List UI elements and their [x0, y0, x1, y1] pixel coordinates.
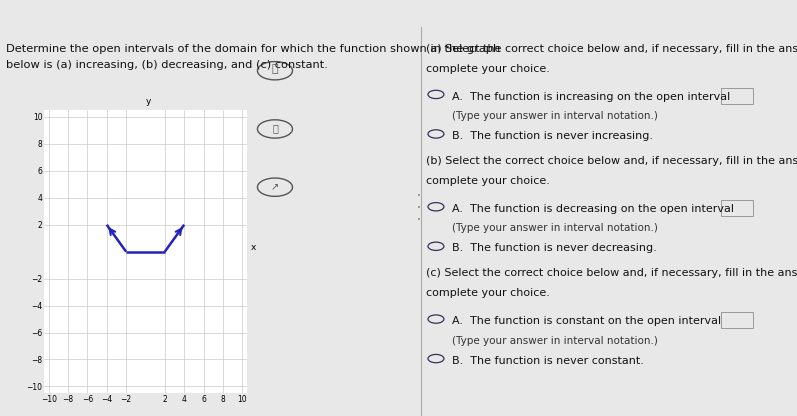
Text: below is (a) increasing, (b) decreasing, and (c) constant.: below is (a) increasing, (b) decreasing,…	[6, 60, 328, 70]
Text: (a) Select the correct choice below and, if necessary, fill in the answer box to: (a) Select the correct choice below and,…	[426, 44, 797, 54]
Text: complete your choice.: complete your choice.	[426, 176, 550, 186]
Text: ⌕: ⌕	[272, 123, 278, 133]
Text: y: y	[146, 97, 151, 106]
Text: x: x	[251, 243, 257, 252]
Text: A.  The function is constant on the open interval: A. The function is constant on the open …	[452, 316, 721, 326]
Text: •: •	[417, 193, 422, 198]
Text: complete your choice.: complete your choice.	[426, 64, 550, 74]
Text: B.  The function is never decreasing.: B. The function is never decreasing.	[452, 243, 657, 253]
Text: complete your choice.: complete your choice.	[426, 288, 550, 298]
Text: B.  The function is never increasing.: B. The function is never increasing.	[452, 131, 653, 141]
Text: (Type your answer in interval notation.): (Type your answer in interval notation.)	[452, 336, 658, 346]
Text: ⌕: ⌕	[272, 64, 278, 74]
Text: ↗: ↗	[271, 182, 279, 192]
Text: •: •	[417, 218, 422, 223]
Text: A.  The function is decreasing on the open interval: A. The function is decreasing on the ope…	[452, 204, 734, 214]
Text: (c) Select the correct choice below and, if necessary, fill in the answer box to: (c) Select the correct choice below and,…	[426, 268, 797, 278]
Text: Determine the open intervals of the domain for which the function shown in the g: Determine the open intervals of the doma…	[6, 44, 501, 54]
Text: (b) Select the correct choice below and, if necessary, fill in the answer box to: (b) Select the correct choice below and,…	[426, 156, 797, 166]
Text: B.  The function is never constant.: B. The function is never constant.	[452, 356, 644, 366]
Text: A.  The function is increasing on the open interval: A. The function is increasing on the ope…	[452, 92, 730, 102]
Text: •: •	[417, 205, 422, 211]
Text: (Type your answer in interval notation.): (Type your answer in interval notation.)	[452, 223, 658, 233]
Text: (Type your answer in interval notation.): (Type your answer in interval notation.)	[452, 111, 658, 121]
